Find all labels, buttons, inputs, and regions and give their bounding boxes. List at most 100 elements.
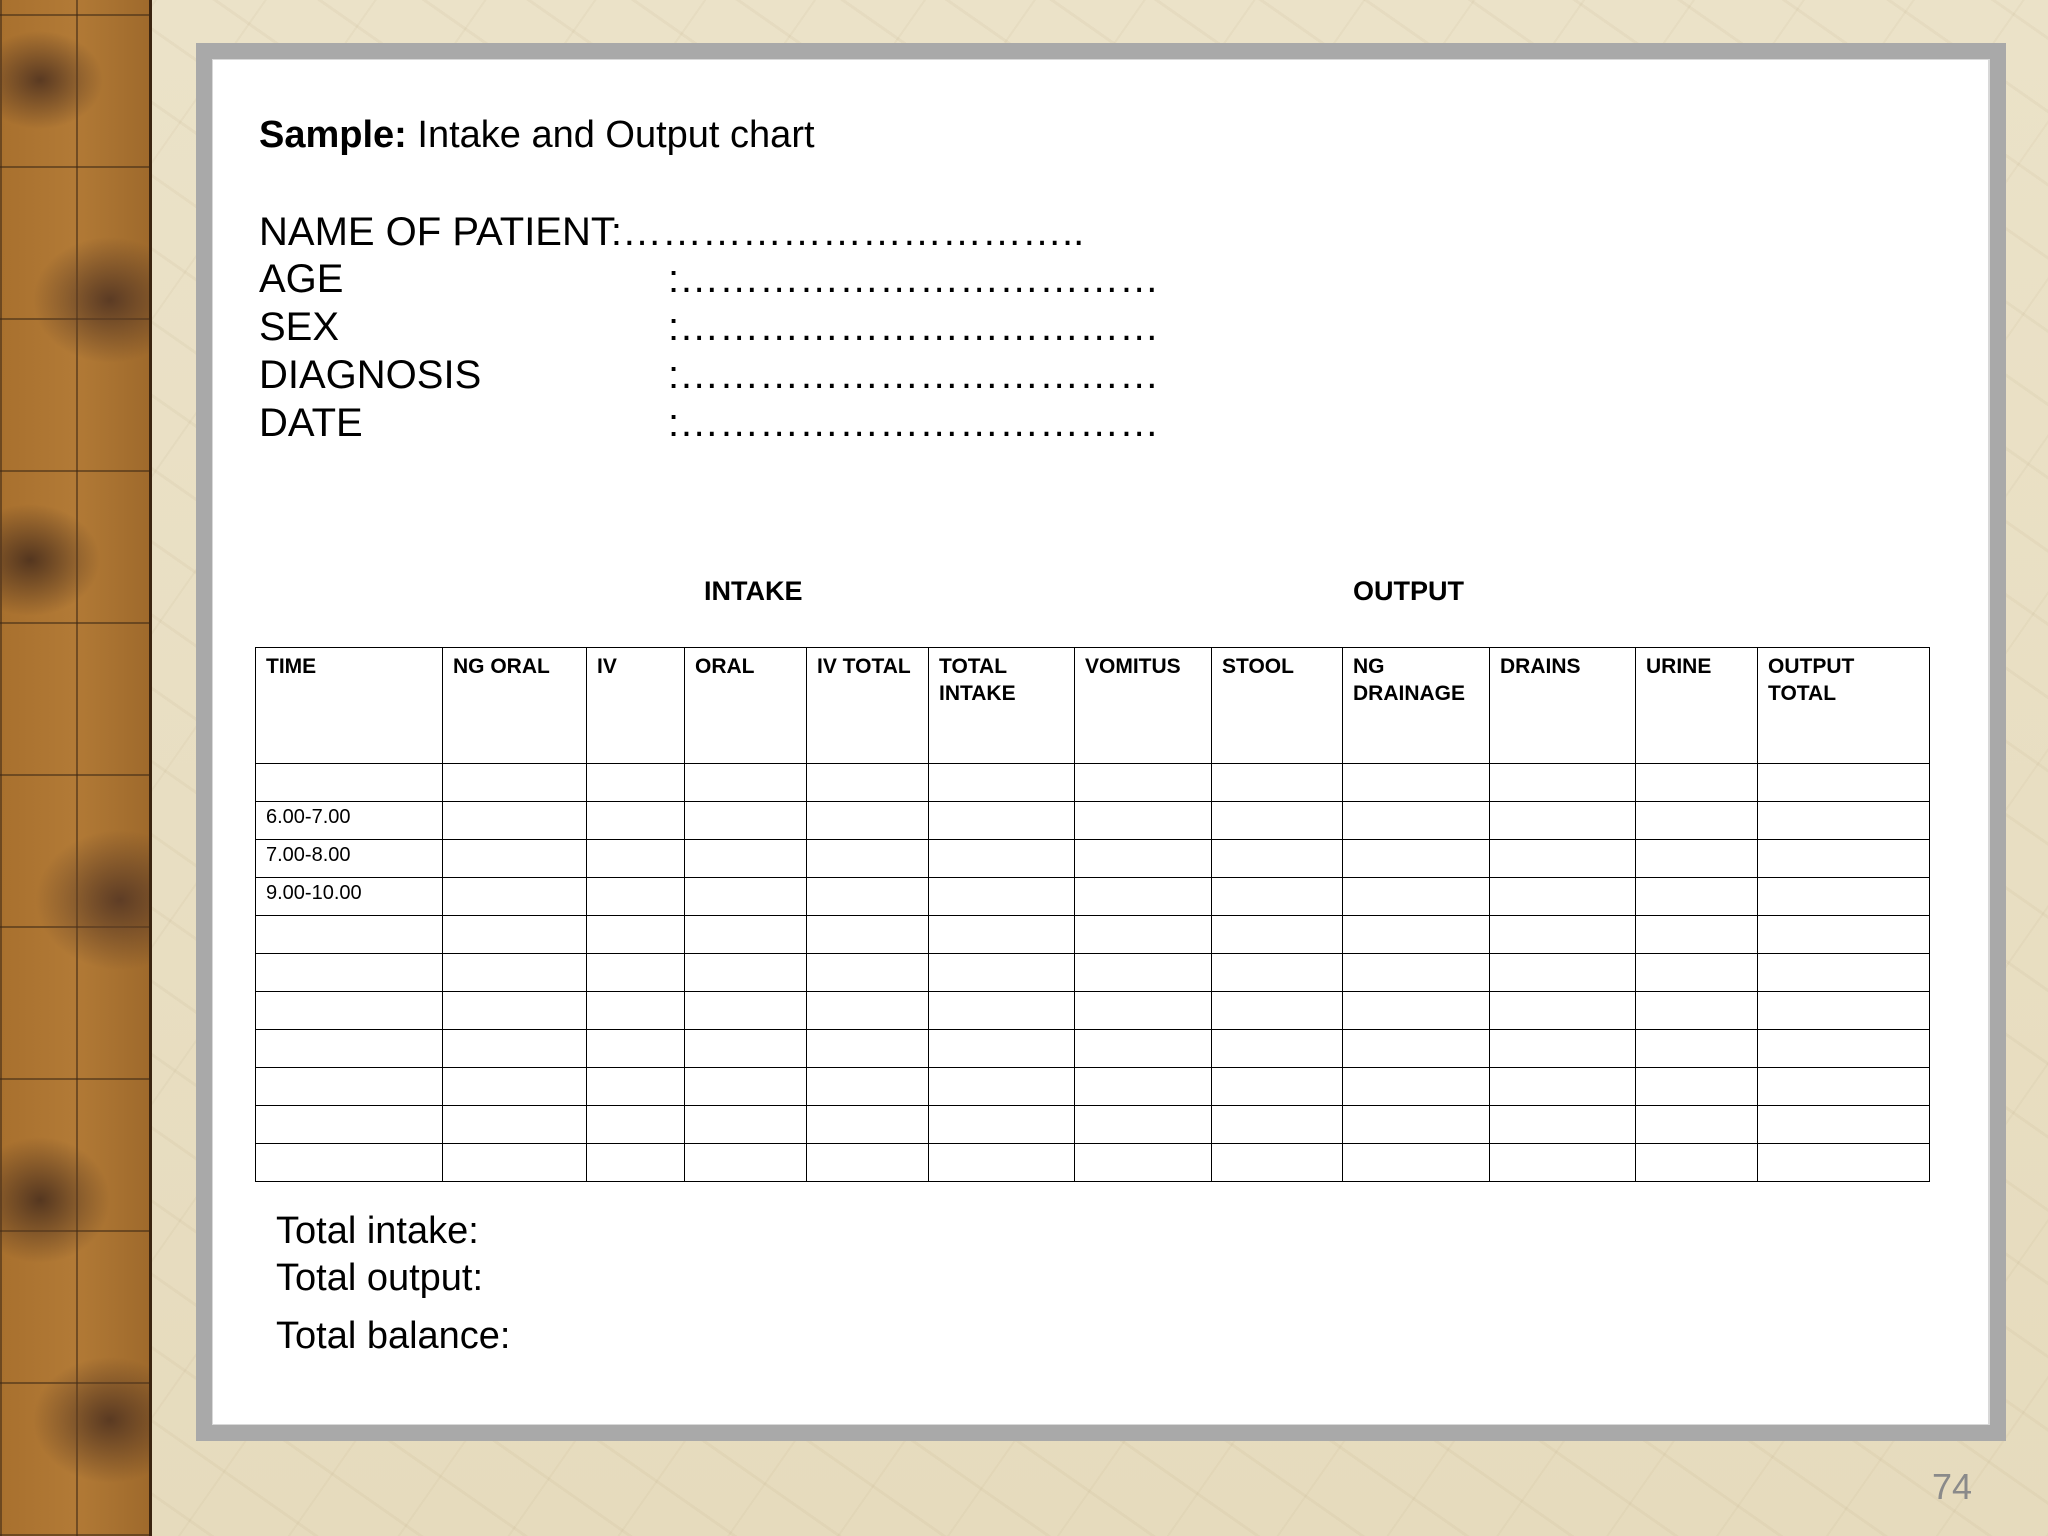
table-cell xyxy=(1757,801,1930,840)
table-cell xyxy=(1635,877,1758,916)
field-label: DIAGNOSIS xyxy=(259,353,482,397)
table-cell xyxy=(586,839,685,878)
table-cell xyxy=(684,1067,807,1106)
table-cell xyxy=(928,1143,1075,1182)
table-cell xyxy=(1211,991,1343,1030)
column-header: DRAINS xyxy=(1489,647,1636,764)
table-cell xyxy=(1074,991,1212,1030)
column-header: NG DRAINAGE xyxy=(1342,647,1490,764)
table-cell xyxy=(1074,915,1212,954)
table-cell xyxy=(1757,915,1930,954)
table-cell xyxy=(684,991,807,1030)
intake-output-table: TIME NG ORAL IV ORAL IV TOTAL TOTAL INTA… xyxy=(255,647,1930,1182)
table-cell xyxy=(1342,763,1490,802)
table-cell xyxy=(1635,1067,1758,1106)
table-cell xyxy=(1074,801,1212,840)
table-cell xyxy=(1489,763,1636,802)
table-cell xyxy=(1074,1029,1212,1068)
table-cell xyxy=(1635,991,1758,1030)
table-row xyxy=(255,1067,1930,1106)
table-cell xyxy=(928,953,1075,992)
table-cell xyxy=(442,839,587,878)
table-cell xyxy=(586,915,685,954)
table-cell xyxy=(928,1067,1075,1106)
table-cell xyxy=(806,877,929,916)
table-cell xyxy=(442,877,587,916)
table-cell xyxy=(1074,1067,1212,1106)
table-cell xyxy=(1489,1105,1636,1144)
column-header: TIME xyxy=(255,647,443,764)
table-cell xyxy=(1757,1029,1930,1068)
table-cell xyxy=(928,1029,1075,1068)
table-row xyxy=(255,1029,1930,1068)
table-cell xyxy=(1757,1105,1930,1144)
title-text: Intake and Output chart xyxy=(406,114,815,156)
table-cell xyxy=(1342,1143,1490,1182)
table-cell xyxy=(442,1143,587,1182)
table-cell xyxy=(442,801,587,840)
table-cell xyxy=(1757,1067,1930,1106)
table-cell xyxy=(1635,839,1758,878)
table-cell xyxy=(442,991,587,1030)
table-cell xyxy=(1489,991,1636,1030)
table-cell xyxy=(442,953,587,992)
table-row xyxy=(255,1143,1930,1182)
table-cell xyxy=(1489,915,1636,954)
table-cell xyxy=(1342,1105,1490,1144)
time-cell: 6.00-7.00 xyxy=(255,801,443,840)
table-cell xyxy=(586,1105,685,1144)
column-header: VOMITUS xyxy=(1074,647,1212,764)
column-header: IV TOTAL xyxy=(806,647,929,764)
table-cell xyxy=(1635,915,1758,954)
table-cell xyxy=(928,915,1075,954)
field-label: SEX xyxy=(259,305,340,349)
table-cell xyxy=(586,877,685,916)
table-cell xyxy=(442,763,587,802)
column-header: OUTPUT TOTAL xyxy=(1757,647,1930,764)
table-cell xyxy=(1342,915,1490,954)
table-cell xyxy=(1211,1105,1343,1144)
table-cell xyxy=(442,1029,587,1068)
table-cell xyxy=(442,1105,587,1144)
field-value: …………………………….. xyxy=(622,210,1085,254)
field-label: DATE xyxy=(259,401,363,445)
time-cell xyxy=(255,1067,443,1106)
table-cell xyxy=(1757,953,1930,992)
table-cell xyxy=(586,1029,685,1068)
table-cell xyxy=(1211,801,1343,840)
table-cell xyxy=(684,877,807,916)
table-cell xyxy=(1342,1067,1490,1106)
table-cell xyxy=(586,991,685,1030)
title-bold: Sample: xyxy=(259,114,407,156)
table-cell xyxy=(1757,991,1930,1030)
time-cell xyxy=(255,953,443,992)
table-cell xyxy=(928,991,1075,1030)
table-cell xyxy=(806,915,929,954)
table-cell xyxy=(1211,763,1343,802)
table-cell xyxy=(1211,915,1343,954)
table-row xyxy=(255,953,1930,992)
table-cell xyxy=(1342,801,1490,840)
output-heading: OUTPUT xyxy=(1353,576,1464,606)
table-cell xyxy=(1635,953,1758,992)
table-cell xyxy=(806,839,929,878)
table-cell xyxy=(1489,877,1636,916)
table-cell xyxy=(1489,1067,1636,1106)
time-cell xyxy=(255,1143,443,1182)
table-cell xyxy=(684,801,807,840)
table-cell xyxy=(806,1067,929,1106)
table-cell xyxy=(806,991,929,1030)
table-cell xyxy=(684,763,807,802)
table-cell xyxy=(1757,839,1930,878)
table-row xyxy=(255,991,1930,1030)
table-cell xyxy=(928,839,1075,878)
column-header: STOOL xyxy=(1211,647,1343,764)
table-cell xyxy=(1342,877,1490,916)
time-cell xyxy=(255,915,443,954)
field-value: :……………………………… xyxy=(668,305,1160,349)
time-cell xyxy=(255,1029,443,1068)
table-row: 9.00-10.00 xyxy=(255,877,1930,916)
table-cell xyxy=(1342,991,1490,1030)
table-cell xyxy=(928,1105,1075,1144)
table-cell xyxy=(806,763,929,802)
